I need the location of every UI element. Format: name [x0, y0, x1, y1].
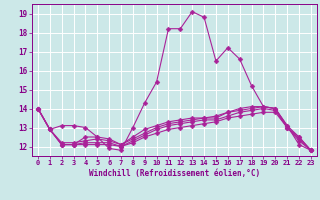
- X-axis label: Windchill (Refroidissement éolien,°C): Windchill (Refroidissement éolien,°C): [89, 169, 260, 178]
